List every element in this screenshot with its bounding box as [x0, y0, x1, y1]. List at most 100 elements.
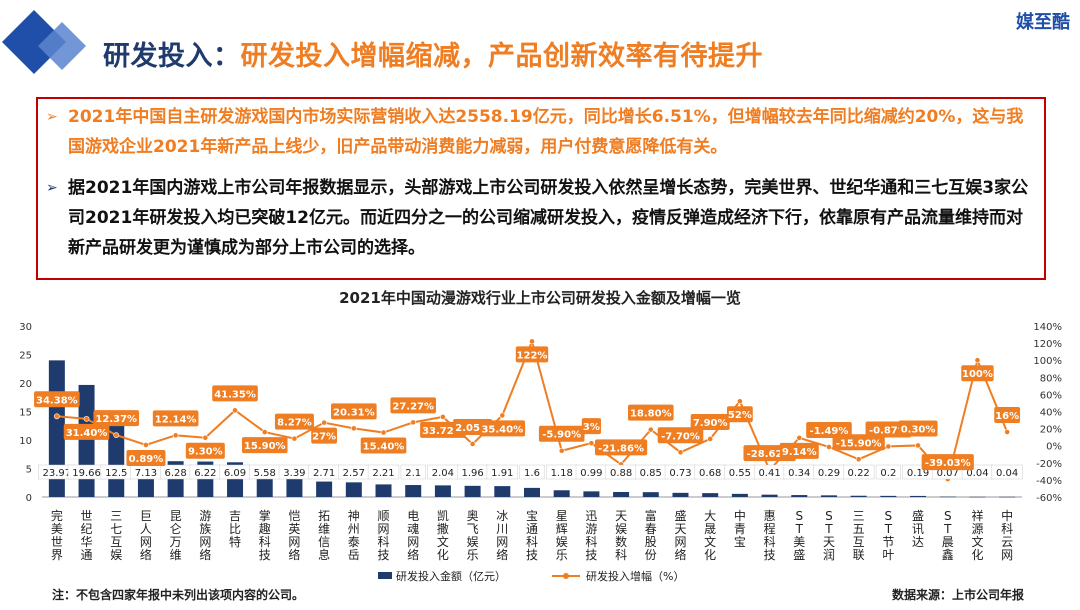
- growth-point: [1004, 429, 1011, 435]
- bar-value-label: 1.6: [524, 468, 540, 479]
- growth-point: [826, 444, 832, 450]
- growth-point: [410, 419, 417, 426]
- growth-point: [380, 429, 387, 436]
- category-label: 恺英网络: [288, 509, 300, 562]
- growth-value-label-bg: [63, 423, 110, 440]
- bar-value-label: 6.09: [224, 468, 246, 479]
- growth-point: [677, 449, 684, 456]
- growth-value-label-bg: [627, 404, 674, 421]
- growth-value-label: 15.90%: [244, 441, 286, 452]
- growth-value-label: -5.90%: [542, 430, 581, 441]
- growth-value-label-bg: [360, 437, 407, 454]
- bar: [791, 495, 808, 497]
- growth-value-label-bg: [479, 420, 526, 437]
- growth-value-label-bg: [311, 427, 338, 444]
- bar: [850, 495, 867, 497]
- growth-value-label: 31.40%: [66, 428, 108, 439]
- growth-point: [796, 434, 803, 441]
- category-label: 完美世界: [51, 508, 63, 562]
- bar-value-label: 2.57: [343, 468, 365, 479]
- category-label: 奥飞娱乐: [467, 509, 479, 562]
- growth-value-label: 12.37%: [95, 414, 137, 425]
- source-note: 数据来源：上市公司年报: [891, 588, 1024, 602]
- bar-value-label: 0.41: [758, 468, 780, 479]
- growth-value-label-bg: [726, 406, 753, 423]
- growth-point: [440, 413, 446, 420]
- growth-point: [113, 432, 120, 439]
- growth-value-label-bg: [690, 413, 730, 430]
- category-label: 祥源文化: [971, 509, 983, 562]
- growth-value-label: 27%: [312, 432, 336, 443]
- bar-value-label: 3.39: [283, 468, 305, 479]
- summary-bullet-text: 2021年中国自主研发游戏国内市场实际营销收入达2558.19亿元，同比增长6.…: [68, 107, 1024, 157]
- growth-value-label-bg: [93, 410, 140, 427]
- left-axis-tick-label: 25: [19, 351, 32, 362]
- bar: [345, 482, 362, 497]
- growth-point: [321, 419, 328, 426]
- bar-value-label: 0.55: [729, 468, 751, 479]
- page-title-prefix: 研发投入：: [103, 41, 241, 72]
- right-axis-tick-label: 40%: [1040, 408, 1062, 419]
- bar-value-label: 1.96: [461, 468, 483, 479]
- growth-value-label: 35.40%: [481, 424, 523, 435]
- bar: [820, 495, 837, 497]
- left-axis-tick-label: 5: [26, 465, 32, 476]
- growth-point: [53, 413, 60, 420]
- category-label: 神州泰岳: [348, 509, 360, 562]
- growth-value-label: 18.80%: [630, 409, 672, 420]
- growth-value-label-bg: [185, 442, 225, 459]
- bar: [969, 496, 986, 498]
- growth-point: [915, 442, 921, 449]
- category-label: 宝通科技: [526, 509, 538, 562]
- bar: [880, 495, 897, 497]
- growth-value-label-bg: [515, 346, 549, 363]
- growth-value-label-bg: [538, 425, 585, 442]
- bar: [494, 486, 511, 497]
- bar-value-label: 2.04: [432, 468, 454, 479]
- bar-value-label-bg: [843, 464, 875, 480]
- right-axis-tick-label: 80%: [1040, 373, 1062, 384]
- growth-value-label: -15.90%: [836, 438, 882, 449]
- growth-point: [558, 447, 565, 454]
- left-axis-tick-label: 0: [26, 493, 32, 504]
- growth-value-label: -1.49%: [810, 426, 849, 437]
- growth-value-label: 9.30%: [188, 447, 223, 458]
- category-label: 盛天网络: [674, 508, 686, 562]
- growth-point: [588, 440, 595, 447]
- growth-value-label: 33.72%: [422, 426, 464, 437]
- growth-value-label-bg: [274, 413, 314, 430]
- bar-value-label: 6.28: [165, 468, 187, 479]
- bar: [910, 495, 927, 497]
- growth-value-label: -21.86%: [598, 443, 644, 454]
- growth-point: [529, 338, 535, 345]
- bar-value-label: 0.07: [937, 468, 959, 479]
- category-label: 巨人网络: [140, 509, 152, 562]
- summary-bullet-text: 据2021年国内游戏上市公司年报数据显示，头部游戏上市公司研发投入依然呈增长态势…: [68, 178, 1029, 258]
- category-label: 惠程科技: [764, 509, 776, 562]
- growth-value-label: 100%: [962, 369, 993, 380]
- growth-value-label-bg: [921, 454, 974, 471]
- right-axis-tick-label: 120%: [1033, 339, 1062, 350]
- bar: [464, 485, 481, 497]
- growth-value-label-bg: [34, 391, 80, 408]
- category-label: S T 天润: [823, 509, 835, 562]
- category-label: 顺网科技: [378, 509, 390, 562]
- summary-bullet-2: ➢ 据2021年国内游戏上市公司年报数据显示，头部游戏上市公司研发投入依然呈增长…: [46, 173, 1031, 263]
- right-axis-tick-label: 60%: [1040, 390, 1062, 401]
- bar-value-label: 5.58: [254, 468, 276, 479]
- growth-point: [885, 443, 892, 450]
- bullet-arrow-icon: ➢: [46, 180, 58, 196]
- right-axis-tick-label: -40%: [1036, 476, 1062, 487]
- bar: [78, 384, 95, 497]
- category-label: 中科云网: [1001, 508, 1013, 562]
- bar: [999, 496, 1016, 498]
- growth-value-label-bg: [241, 437, 288, 454]
- footnote: 注：不包含四家年报中未列出该项内容的公司。: [52, 588, 305, 602]
- bar: [672, 492, 689, 497]
- growth-value-label-bg: [657, 427, 704, 444]
- right-axis-tick-label: -60%: [1036, 493, 1062, 504]
- category-label: S T 晨鑫: [942, 509, 954, 562]
- growth-value-label: 8.27%: [277, 418, 312, 429]
- growth-value-label: 52%: [728, 410, 752, 421]
